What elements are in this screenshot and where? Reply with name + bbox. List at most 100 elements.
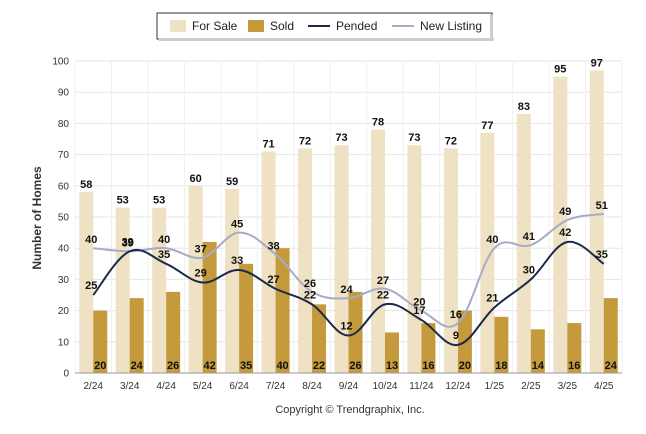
pended-data-label: 12 xyxy=(340,321,352,333)
new-listing-data-label: 39 xyxy=(122,237,134,249)
y-tick-label: 70 xyxy=(58,150,70,161)
sold-data-label: 40 xyxy=(276,360,288,372)
bar-sold xyxy=(93,310,108,373)
bar-sold xyxy=(312,304,327,373)
pended-data-label: 33 xyxy=(231,255,243,267)
x-tick-label: 7/24 xyxy=(266,381,286,392)
for-sale-data-label: 97 xyxy=(591,57,603,69)
new-listing-data-label: 16 xyxy=(450,309,462,321)
pended-data-label: 9 xyxy=(453,330,459,342)
sold-data-label: 26 xyxy=(167,360,179,372)
legend-label: New Listing xyxy=(420,19,482,33)
sold-data-label: 18 xyxy=(495,360,507,372)
bar-for-sale xyxy=(261,151,276,373)
y-tick-label: 100 xyxy=(52,57,69,68)
sold-data-label: 20 xyxy=(94,360,106,372)
bar-sold xyxy=(239,263,254,373)
new-listing-data-label: 27 xyxy=(377,275,389,287)
bar-for-sale xyxy=(370,129,385,373)
for-sale-data-label: 72 xyxy=(299,135,311,147)
new-listing-data-label: 40 xyxy=(158,234,170,246)
legend-shadow xyxy=(159,38,494,41)
pended-data-label: 39 xyxy=(122,236,134,248)
y-tick-label: 60 xyxy=(58,181,70,192)
sold-data-label: 24 xyxy=(605,360,618,372)
bar-for-sale xyxy=(334,145,349,373)
line-new-listing xyxy=(93,212,604,328)
bar-sold xyxy=(129,298,144,373)
new-listing-data-label: 45 xyxy=(231,219,243,231)
legend-label: Pended xyxy=(336,19,377,33)
for-sale-data-label: 73 xyxy=(335,132,347,144)
new-listing-data-label: 41 xyxy=(523,231,535,243)
bar-sold xyxy=(166,291,181,373)
legend-swatch xyxy=(248,20,264,32)
new-listing-data-label: 26 xyxy=(304,278,316,290)
x-tick-label: 4/24 xyxy=(156,381,176,392)
new-listing-data-label: 37 xyxy=(195,244,207,256)
bar-for-sale xyxy=(407,145,422,373)
x-tick-label: 10/24 xyxy=(372,381,397,392)
y-tick-label: 90 xyxy=(58,88,70,99)
x-tick-label: 4/25 xyxy=(594,381,614,392)
new-listing-data-label: 51 xyxy=(596,200,608,212)
for-sale-data-label: 78 xyxy=(372,117,384,129)
x-tick-label: 2/25 xyxy=(521,381,541,392)
bar-sold xyxy=(275,248,290,373)
bar-for-sale xyxy=(589,70,604,374)
x-tick-label: 8/24 xyxy=(302,381,322,392)
axis-layer: 0 10 20 30 40 50 60 70 80 90 100 2/24 3/24 4/24 5/24 6/… xyxy=(52,57,622,392)
sold-data-label: 22 xyxy=(313,360,325,372)
bar-for-sale xyxy=(480,132,495,373)
line-pended xyxy=(92,240,605,346)
bar-for-sale xyxy=(188,185,203,373)
x-tick-label: 3/24 xyxy=(120,381,140,392)
y-tick-label: 20 xyxy=(58,306,70,317)
y-tick-label: 10 xyxy=(58,337,70,348)
sold-data-label: 16 xyxy=(422,360,434,372)
y-tick-label: 30 xyxy=(58,275,70,286)
new-listing-data-label: 38 xyxy=(267,240,279,252)
x-tick-label: 1/25 xyxy=(485,381,505,392)
x-tick-label: 12/24 xyxy=(445,381,470,392)
for-sale-data-label: 59 xyxy=(226,176,238,188)
pended-data-label: 21 xyxy=(486,292,498,304)
pended-data-label: 29 xyxy=(195,268,207,280)
new-listing-data-label: 20 xyxy=(413,297,425,309)
new-listing-data-label: 24 xyxy=(340,284,353,296)
x-tick-label: 9/24 xyxy=(339,381,359,392)
for-sale-data-label: 95 xyxy=(554,64,566,76)
sold-data-label: 20 xyxy=(459,360,471,372)
legend: For Sale Sold Pended New Listing xyxy=(156,12,494,41)
pended-data-label: 30 xyxy=(523,264,535,276)
new-listing-data-label: 49 xyxy=(559,206,571,218)
bar-sold xyxy=(202,241,217,373)
for-sale-data-label: 72 xyxy=(445,135,457,147)
sold-data-label: 26 xyxy=(349,360,361,372)
pended-data-label: 35 xyxy=(158,249,170,261)
x-tick-label: 2/24 xyxy=(83,381,103,392)
bar-sold xyxy=(530,329,545,373)
pended-data-label: 42 xyxy=(559,227,571,239)
sold-data-label: 35 xyxy=(240,360,252,372)
pended-data-label: 17 xyxy=(413,305,425,317)
for-sale-data-label: 71 xyxy=(262,138,274,150)
sold-data-label: 24 xyxy=(131,360,144,372)
pended-data-label: 22 xyxy=(377,289,389,301)
for-sale-data-label: 58 xyxy=(80,179,92,191)
for-sale-data-label: 77 xyxy=(481,120,493,132)
for-sale-data-label: 83 xyxy=(518,101,530,113)
bar-for-sale xyxy=(443,148,458,373)
legend-swatch xyxy=(170,20,186,32)
sold-data-label: 16 xyxy=(568,360,580,372)
for-sale-data-label: 60 xyxy=(190,173,202,185)
y-tick-label: 50 xyxy=(58,213,70,224)
legend-label: Sold xyxy=(270,19,294,33)
y-axis-title: Number of Homes xyxy=(30,166,44,270)
y-tick-label: 80 xyxy=(58,119,70,130)
bar-sold xyxy=(603,298,618,373)
legend-label: For Sale xyxy=(192,19,238,33)
x-tick-label: 11/24 xyxy=(409,381,434,392)
